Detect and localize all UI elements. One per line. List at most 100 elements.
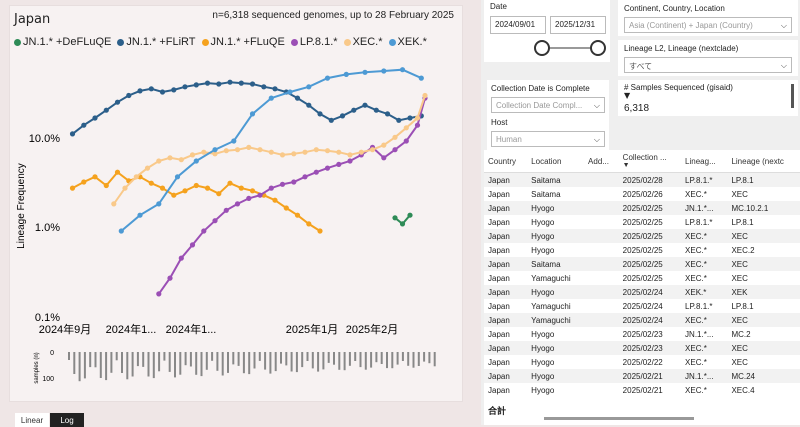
data-point[interactable] [399,221,406,227]
data-point[interactable] [336,149,342,155]
data-point[interactable] [279,181,286,187]
data-point[interactable] [81,122,87,128]
data-point[interactable] [283,205,289,211]
data-point[interactable] [302,149,308,155]
data-point[interactable] [223,207,229,213]
legend-item[interactable]: XEK.* [388,36,427,48]
data-point[interactable] [103,182,109,189]
data-point[interactable] [178,157,184,163]
data-point[interactable] [193,82,199,88]
legend-item[interactable]: JN.1.* +FLiRT [117,36,196,48]
data-point[interactable] [351,107,357,113]
data-point[interactable] [167,275,173,281]
data-point[interactable] [313,169,319,175]
data-point[interactable] [148,86,154,92]
data-point[interactable] [182,84,188,90]
data-point[interactable] [418,75,424,81]
table-row[interactable]: Japan Hyogo 2025/02/24 XEK.* XEK [484,285,800,299]
column-header-collection-date[interactable]: Collection ... ▼ [618,150,682,173]
data-point[interactable] [373,107,379,113]
data-point[interactable] [114,169,121,175]
data-point[interactable] [268,95,274,101]
legend-item[interactable]: LP.8.1.* [290,36,338,48]
data-point[interactable] [92,174,98,180]
table-row[interactable]: Japan Hyogo 2025/02/21 JN.1.*... MC.24 [484,369,800,383]
data-point[interactable] [272,197,278,203]
data-point[interactable] [396,117,402,123]
column-header-country[interactable]: Country [484,150,528,173]
data-point[interactable] [227,180,233,186]
data-point[interactable] [238,185,244,191]
data-point[interactable] [159,185,166,191]
data-point[interactable] [347,158,353,164]
data-point[interactable] [193,158,199,164]
table-row[interactable]: Japan Hyogo 2025/02/25 XEC.* XEC.2 [484,243,800,257]
data-point[interactable] [234,201,241,207]
table-horizontal-scrollbar[interactable] [544,417,694,420]
data-point[interactable] [403,125,409,131]
data-point[interactable] [339,113,346,119]
data-point[interactable] [201,228,207,234]
start-date-input[interactable]: 2024/09/01 [490,16,546,34]
data-point[interactable] [306,84,312,90]
data-point[interactable] [328,117,334,123]
data-point[interactable] [133,174,139,180]
data-point[interactable] [362,102,368,108]
data-point[interactable] [403,138,409,144]
column-header-location[interactable]: Location [527,150,585,173]
data-point[interactable] [201,149,207,155]
data-point[interactable] [336,161,342,167]
data-point[interactable] [392,215,398,221]
data-point[interactable] [193,182,199,189]
data-point[interactable] [212,218,218,224]
data-point[interactable] [306,102,312,108]
data-point[interactable] [69,131,76,137]
table-row[interactable]: Japan Yamaguchi 2025/02/24 LP.8.1.* LP.8.1 [484,299,800,313]
data-point[interactable] [257,147,263,153]
data-point[interactable] [216,81,222,87]
data-point[interactable] [249,188,256,194]
table-row[interactable]: Japan Saitama 2025/02/25 XEC.* XEC [484,257,800,271]
data-point[interactable] [156,291,162,297]
data-point[interactable] [156,201,162,207]
location-dropdown[interactable]: Asia (Continent) + Japan (Country) ⌵ [624,17,792,33]
data-point[interactable] [69,185,76,191]
data-point[interactable] [324,75,331,81]
data-point[interactable] [234,147,241,153]
column-header-additional[interactable]: Add... [584,150,619,173]
data-point[interactable] [137,212,143,218]
data-point[interactable] [231,138,237,144]
data-point[interactable] [268,149,274,155]
data-point[interactable] [122,185,128,191]
end-date-input[interactable]: 2025/12/31 [550,16,606,34]
data-point[interactable] [291,179,297,185]
data-point[interactable] [381,155,387,161]
data-point[interactable] [114,99,121,105]
data-point[interactable] [118,228,124,234]
data-point[interactable] [159,89,166,95]
data-point[interactable] [212,151,218,157]
table-row[interactable]: Japan Hyogo 2025/02/25 XEC.* XEC [484,229,800,243]
legend-item[interactable]: JN.1.* +FLuQE [201,36,285,48]
data-point[interactable] [178,255,184,261]
data-point[interactable] [92,115,98,121]
data-point[interactable] [189,152,196,158]
table-row[interactable]: Japan Hyogo 2025/02/25 JN.1.*... MC.10.2.1 [484,201,800,215]
data-point[interactable] [306,221,312,227]
data-point[interactable] [167,155,173,161]
data-point[interactable] [317,111,323,117]
data-point[interactable] [369,147,376,153]
data-point[interactable] [407,212,413,218]
data-point[interactable] [246,144,252,150]
legend-item[interactable]: JN.1.* +DeFLuQE [14,36,111,48]
data-point[interactable] [399,67,406,73]
data-point[interactable] [414,122,421,128]
data-point[interactable] [126,92,132,99]
data-point[interactable] [291,151,297,157]
data-point[interactable] [212,147,218,153]
data-point[interactable] [422,92,428,99]
data-point[interactable] [392,147,398,153]
data-point[interactable] [111,201,117,207]
table-row[interactable]: Japan Yamaguchi 2025/02/25 XEC.* XEC [484,271,800,285]
column-header-lineage-l2[interactable]: Lineag... [681,150,728,173]
